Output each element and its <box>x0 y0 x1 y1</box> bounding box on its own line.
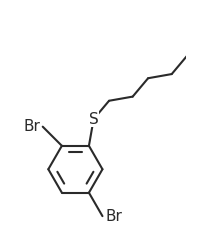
Text: Br: Br <box>23 119 40 134</box>
Text: S: S <box>89 112 99 127</box>
Text: Br: Br <box>105 209 122 224</box>
